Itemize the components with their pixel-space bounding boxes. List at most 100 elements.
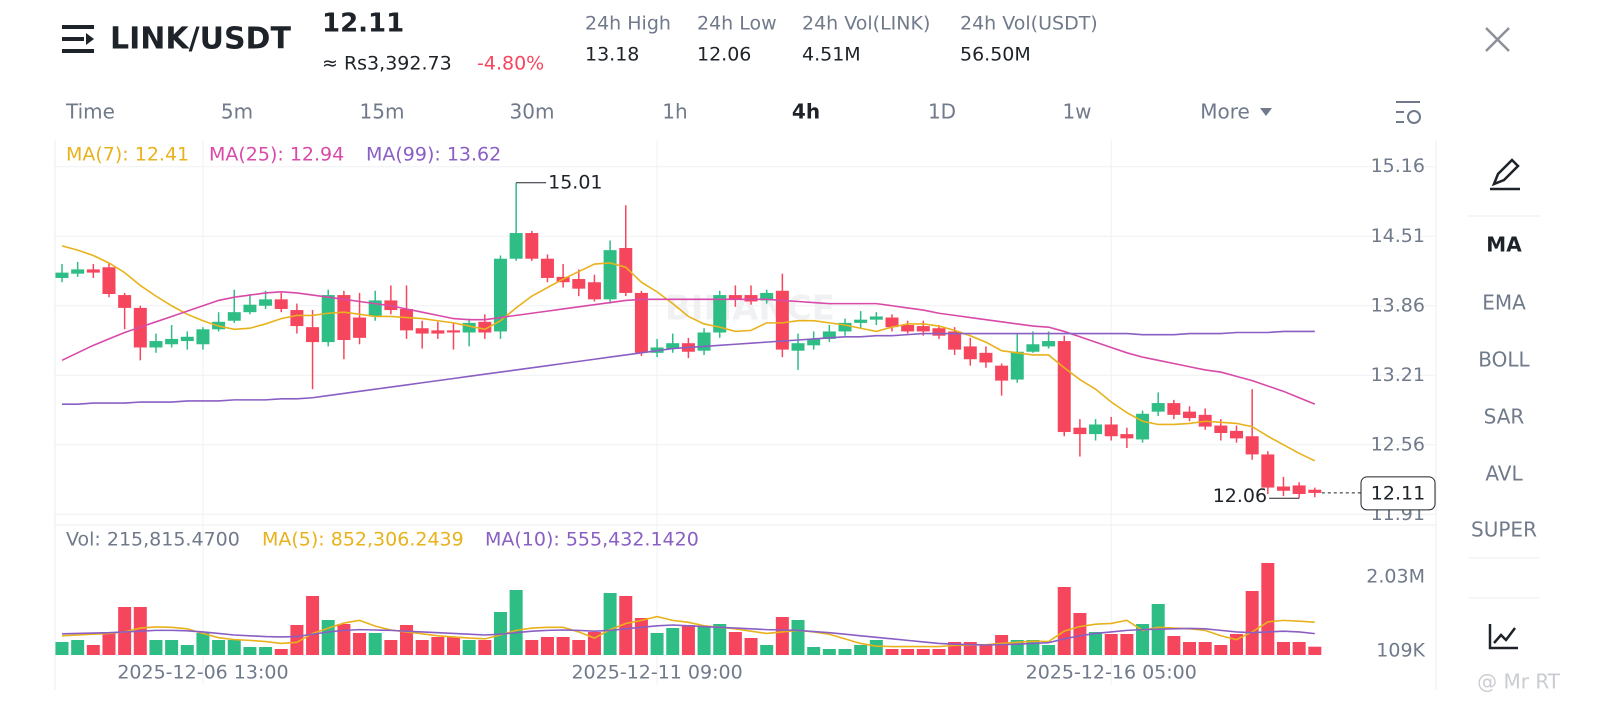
volume-bar [650,633,664,655]
candle-body [587,282,601,300]
volume-bar [697,627,711,655]
candle-body [838,322,852,332]
volume-bar [572,640,586,655]
volume-bar [259,647,273,655]
candle-body [979,352,993,363]
volume-bar [1136,624,1150,655]
candle-body [713,295,727,333]
candle-body [885,317,899,328]
timeframe[interactable]: More [1200,100,1250,124]
volume-bar [353,633,367,655]
volume-bar [525,640,539,655]
stat-value: 13.18 [585,44,639,66]
volume-bar [1292,642,1306,655]
candle-body [415,328,429,334]
legend-entry: MA(7): 12.41 [66,144,189,166]
candle-body [1136,413,1150,440]
menu-icon[interactable] [62,25,94,53]
candle-body [932,328,946,336]
volume-bar [1214,645,1228,655]
candle-body [118,295,132,308]
y-tick-label: 13.86 [1371,294,1425,316]
volume-bar [509,590,523,655]
candle-body [509,233,523,259]
volume-bar [431,637,445,655]
timeframe[interactable]: 5m [221,100,253,124]
stat-value: 4.51M [802,44,861,66]
stat-value: 12.06 [697,44,751,66]
timeframe[interactable]: 30m [510,100,555,124]
candle-body [1245,436,1259,455]
indicator[interactable]: SUPER [1471,518,1537,542]
timeframe[interactable]: 1h [662,100,687,124]
volume-bar [1120,634,1134,655]
volume-bar [1245,591,1259,655]
candle-body [775,290,789,350]
close-button[interactable] [1485,27,1510,52]
candle-body [478,321,492,333]
volume-bar [415,640,429,655]
more-caret [1260,108,1272,116]
x-tick-label: 2025-12-16 05:00 [1026,662,1197,684]
pencil-icon[interactable] [1490,158,1520,191]
volume-bar [807,647,821,655]
legend-entry: MA(99): 13.62 [366,144,501,166]
volume-bar [149,640,163,655]
candle-body [822,331,836,339]
candle-body [1120,434,1134,439]
candle-body [1183,411,1197,419]
indicator[interactable]: AVL [1485,462,1523,486]
candle-body [149,341,163,348]
candle-body [1057,341,1071,432]
volume-bar [666,628,680,655]
volume-bar [1104,634,1118,655]
timeframe[interactable]: 1w [1062,100,1091,124]
volume-tick-label: 109K [1376,639,1425,661]
price: 12.11 [322,9,404,39]
candle-body [948,331,962,350]
volume-bar [478,640,492,655]
volume-bar [400,625,414,655]
candle-body [1042,341,1056,347]
volume-bar [243,647,257,655]
candle-body [196,329,210,345]
chart-icon[interactable] [1488,624,1518,650]
indicator[interactable]: SAR [1484,405,1525,429]
volume-bar [1276,642,1290,655]
volume-bar [212,640,226,655]
indicator[interactable]: EMA [1482,291,1526,315]
volume-bar [306,596,320,655]
candle-body [353,317,367,338]
candle-body [744,295,758,302]
y-tick-label: 14.51 [1371,225,1425,247]
volume-bar [102,632,116,655]
volume-bar [165,640,179,655]
ma-line [61,615,1315,648]
timeframe[interactable]: Time [65,100,115,124]
candle-body [1010,351,1024,380]
volume-bar [932,649,946,655]
indicator[interactable]: MA [1486,233,1522,257]
candle-body [540,258,554,278]
candle-body [1261,454,1275,488]
timeframe[interactable]: 15m [360,100,405,124]
stat-label: 24h Vol(LINK) [802,13,930,35]
candle-body [165,338,179,345]
volume-bar [728,632,742,655]
volume-bar [916,649,930,655]
volume-bar [854,645,868,655]
volume-bar [368,633,382,655]
credit: @ Mr RT [1477,670,1561,694]
candle-body [1104,424,1118,437]
volume-bar [681,625,695,655]
y-tick-label: 13.21 [1371,364,1425,386]
pair[interactable]: LINK/USDT [110,22,291,57]
timeframe[interactable]: 1D [928,100,956,124]
candle-body [227,312,241,321]
timeframe[interactable]: 4h [792,100,820,124]
volume-bar [118,607,132,655]
candle-body [1292,485,1306,494]
settings-icon[interactable] [1396,101,1421,124]
indicator[interactable]: BOLL [1478,348,1530,372]
